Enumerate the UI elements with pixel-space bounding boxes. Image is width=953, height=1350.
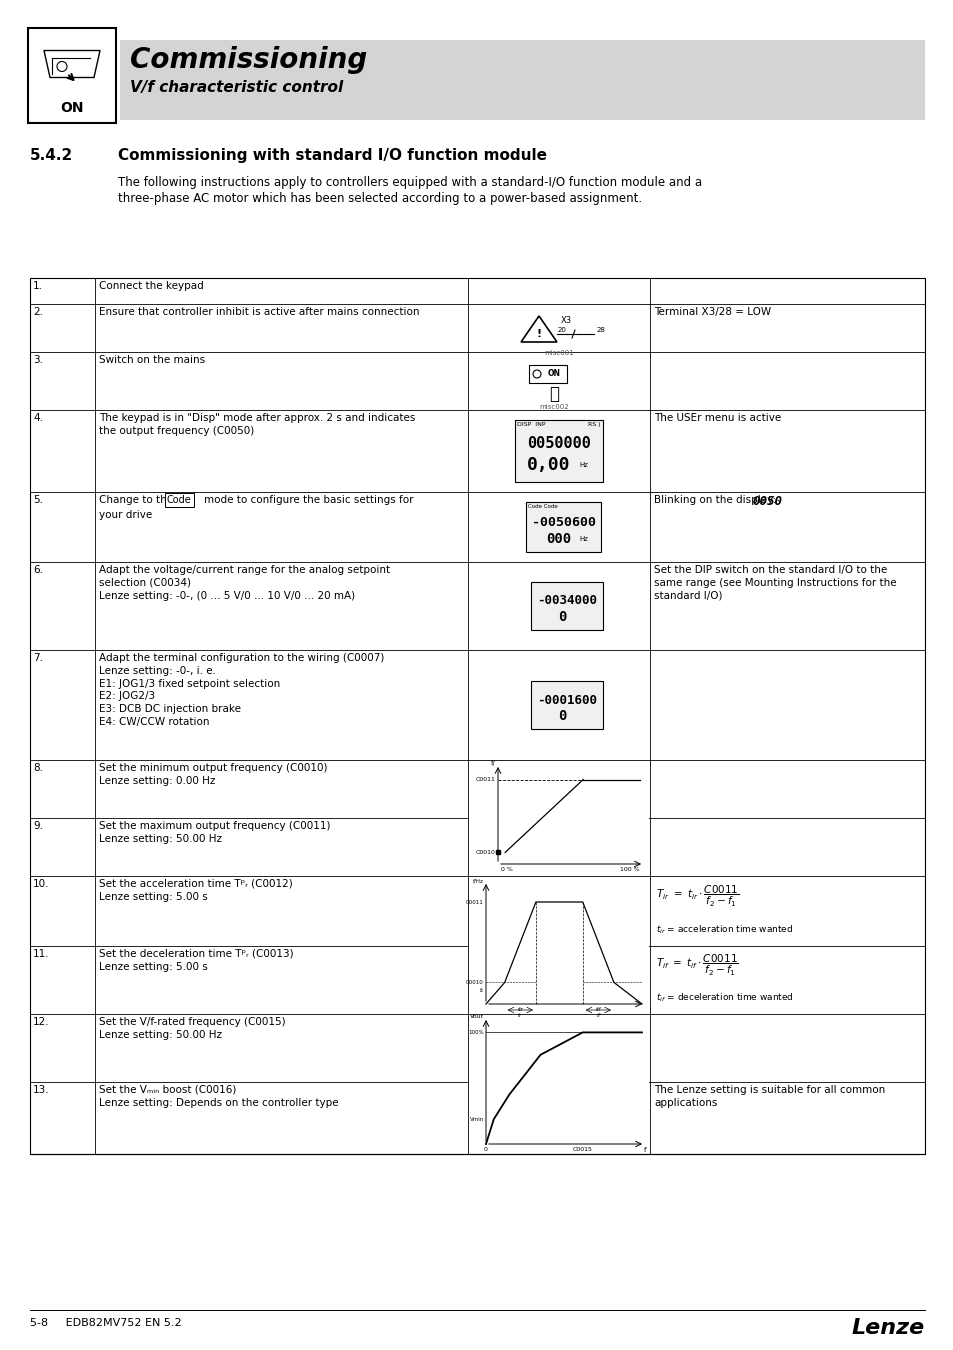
Polygon shape [44, 50, 100, 77]
Text: 12.: 12. [33, 1017, 50, 1027]
Text: DISP  INP: DISP INP [517, 423, 545, 427]
Text: Commissioning: Commissioning [130, 46, 367, 74]
Circle shape [57, 62, 67, 72]
Text: 0050000: 0050000 [526, 436, 590, 451]
Text: 20: 20 [557, 327, 566, 333]
Circle shape [533, 370, 540, 378]
Text: Terminal X3/28 = LOW: Terminal X3/28 = LOW [654, 306, 770, 317]
Text: 2.: 2. [33, 306, 43, 317]
Text: Lenze: Lenze [851, 1318, 924, 1338]
Text: Vmin: Vmin [469, 1116, 483, 1122]
Text: 10.: 10. [33, 879, 50, 890]
Bar [531, 582, 602, 630]
Text: Set the maximum output frequency (C0011)
Lenze setting: 50.00 Hz: Set the maximum output frequency (C0011)… [99, 821, 330, 844]
Text: Set the deceleration time Tᵖᵣ (C0013)
Lenze setting: 5.00 s: Set the deceleration time Tᵖᵣ (C0013) Le… [99, 949, 294, 972]
Text: 0: 0 [483, 1148, 487, 1152]
Bar [529, 364, 566, 383]
Bar [515, 420, 602, 482]
Text: !: ! [536, 329, 541, 339]
Text: The USEr menu is active: The USEr menu is active [654, 413, 781, 423]
Bar [526, 502, 601, 552]
Text: f/Hz: f/Hz [473, 879, 483, 883]
Text: Commissioning with standard I/O function module: Commissioning with standard I/O function… [118, 148, 546, 163]
Bar [30, 278, 924, 1154]
Text: C0010: C0010 [476, 850, 496, 855]
Text: 5.4.2: 5.4.2 [30, 148, 73, 163]
Text: Set the DIP switch on the standard I/O to the
same range (see Mounting Instructi: Set the DIP switch on the standard I/O t… [654, 566, 896, 601]
Text: RS ): RS ) [588, 423, 600, 427]
Text: tif: tif [595, 1007, 600, 1012]
Text: 0050: 0050 [751, 495, 781, 508]
Text: 000: 000 [546, 532, 571, 545]
Text: Ensure that controller inhibit is active after mains connection: Ensure that controller inhibit is active… [99, 306, 419, 317]
Text: The following instructions apply to controllers equipped with a standard-I/O fun: The following instructions apply to cont… [118, 176, 701, 189]
Bar [469, 817, 648, 819]
Text: Hz: Hz [578, 536, 587, 541]
Text: 100%: 100% [468, 1030, 483, 1035]
Text: 9.: 9. [33, 821, 43, 832]
Text: tr: tr [517, 1012, 522, 1018]
Text: -0034000: -0034000 [537, 594, 597, 608]
Text: $t_{if}$ = deceleration time wanted: $t_{if}$ = deceleration time wanted [656, 992, 793, 1004]
Text: Change to the: Change to the [99, 495, 172, 505]
Polygon shape [520, 316, 557, 342]
Text: $t_{ir}$ = acceleration time wanted: $t_{ir}$ = acceleration time wanted [656, 923, 793, 936]
Text: tir: tir [517, 1007, 522, 1012]
Polygon shape [485, 902, 641, 1004]
Text: ON: ON [60, 101, 84, 115]
Text: $T_{ir}\ =\ t_{ir}\cdot\dfrac{C0011}{f_2-f_1}$: $T_{ir}\ =\ t_{ir}\cdot\dfrac{C0011}{f_2… [656, 883, 739, 909]
Bar [469, 945, 648, 948]
Text: ON: ON [547, 370, 560, 378]
Text: misc001: misc001 [543, 350, 574, 356]
Text: three-phase AC motor which has been selected according to a power-based assignme: three-phase AC motor which has been sele… [118, 192, 641, 205]
Text: Vout: Vout [470, 1014, 483, 1019]
Text: 5.: 5. [33, 495, 43, 505]
Text: -0050600: -0050600 [532, 516, 596, 528]
Text: 11.: 11. [33, 949, 50, 958]
Text: V/f characteristic control: V/f characteristic control [130, 80, 343, 94]
Text: 7.: 7. [33, 653, 43, 663]
Text: f/: f/ [491, 760, 496, 765]
Text: Connect the keypad: Connect the keypad [99, 281, 204, 292]
Text: Hz: Hz [578, 462, 587, 468]
Text: $T_{if}\ =\ t_{if}\cdot\dfrac{C0011}{f_2-f_1}$: $T_{if}\ =\ t_{if}\cdot\dfrac{C0011}{f_2… [656, 953, 738, 977]
Text: 13.: 13. [33, 1085, 50, 1095]
Text: 6.: 6. [33, 566, 43, 575]
Text: The Lenze setting is suitable for all common
applications: The Lenze setting is suitable for all co… [654, 1085, 884, 1108]
Text: mode to configure the basic settings for: mode to configure the basic settings for [204, 495, 413, 505]
Text: 8.: 8. [33, 763, 43, 774]
Text: Set the acceleration time Tᵖᵣ (C0012)
Lenze setting: 5.00 s: Set the acceleration time Tᵖᵣ (C0012) Le… [99, 879, 293, 902]
Text: Switch on the mains: Switch on the mains [99, 355, 205, 364]
Text: Blinking on the display:: Blinking on the display: [654, 495, 779, 505]
Text: The keypad is in "Disp" mode after approx. 2 s and indicates
the output frequenc: The keypad is in "Disp" mode after appro… [99, 413, 415, 436]
Text: 0: 0 [558, 610, 565, 624]
Text: Set the V/f-rated frequency (C0015)
Lenze setting: 50.00 Hz: Set the V/f-rated frequency (C0015) Lenz… [99, 1017, 285, 1040]
Text: 0,00: 0,00 [527, 456, 570, 474]
Text: Adapt the terminal configuration to the wiring (C0007)
Lenze setting: -0-, i. e.: Adapt the terminal configuration to the … [99, 653, 384, 728]
Text: 0: 0 [558, 709, 565, 724]
Text: 5-8     EDB82MV752 EN 5.2: 5-8 EDB82MV752 EN 5.2 [30, 1318, 181, 1328]
Text: misc002: misc002 [538, 404, 568, 410]
Text: 100 %: 100 % [619, 867, 639, 872]
Text: 0 %: 0 % [500, 867, 512, 872]
Text: C0011: C0011 [476, 778, 496, 782]
Text: Code Code: Code Code [528, 504, 558, 509]
Text: Set the minimum output frequency (C0010)
Lenze setting: 0.00 Hz: Set the minimum output frequency (C0010)… [99, 763, 327, 786]
Text: 28: 28 [597, 327, 605, 333]
Text: Adapt the voltage/current range for the analog setpoint
selection (C0034)
Lenze : Adapt the voltage/current range for the … [99, 566, 390, 601]
Text: 3.: 3. [33, 355, 43, 364]
Text: 1.: 1. [33, 281, 43, 292]
Bar [28, 28, 116, 123]
Text: f₂: f₂ [479, 988, 483, 992]
Text: 4.: 4. [33, 413, 43, 423]
Text: ✋: ✋ [548, 385, 558, 404]
Bar [120, 40, 924, 120]
Text: f: f [643, 1148, 645, 1153]
Bar [531, 680, 602, 729]
Text: X3: X3 [560, 316, 572, 325]
Text: C0011: C0011 [466, 899, 483, 904]
Text: Code: Code [167, 495, 192, 505]
Text: -0001600: -0001600 [537, 694, 597, 706]
Text: your drive: your drive [99, 510, 152, 520]
Text: C0015: C0015 [572, 1148, 592, 1152]
